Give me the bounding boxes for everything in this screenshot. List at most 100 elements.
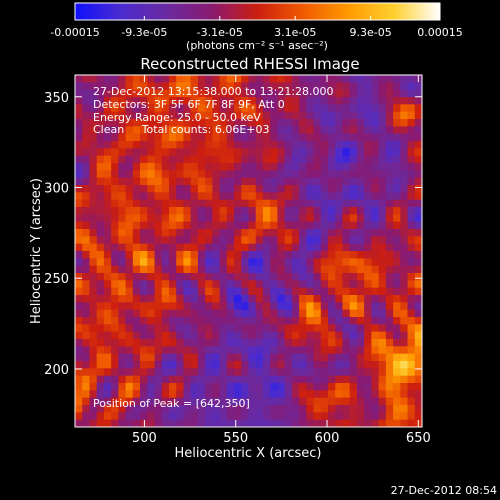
heatmap-cell [168, 170, 177, 179]
heatmap-cell [176, 317, 184, 325]
heatmap-cell [154, 111, 163, 120]
heatmap-cell [226, 155, 235, 164]
heatmap-cell [306, 295, 314, 303]
heatmap-cell [320, 133, 329, 142]
heatmap-cell [190, 177, 199, 186]
heatmap-cell [356, 405, 365, 413]
heatmap-cell [96, 126, 105, 135]
heatmap-cell [248, 148, 257, 157]
heatmap-cell [226, 251, 235, 259]
heatmap-cell [161, 331, 170, 340]
heatmap-cell [82, 214, 90, 223]
heatmap-cell [226, 331, 235, 340]
heatmap-cell [335, 163, 343, 171]
heatmap-cell [320, 221, 329, 230]
heatmap-cell [385, 324, 394, 333]
heatmap-cell [82, 126, 90, 135]
heatmap-cell [414, 405, 422, 413]
heatmap-cell [154, 353, 163, 362]
heatmap-cell [313, 155, 322, 164]
heatmap-cell [414, 207, 422, 215]
heatmap-cell [371, 199, 380, 208]
heatmap-cell [342, 236, 351, 245]
footer-timestamp: 27-Dec-2012 08:54 [391, 484, 497, 497]
heatmap-cell [385, 309, 394, 318]
heatmap-cell [299, 251, 307, 259]
heatmap-cell [205, 214, 213, 223]
heatmap-cell [306, 229, 314, 237]
heatmap-cell [400, 405, 408, 413]
heatmap-cell [313, 375, 322, 384]
heatmap-cell [378, 361, 387, 369]
heatmap-cell [168, 82, 177, 91]
heatmap-cell [125, 302, 134, 311]
heatmap-cell [407, 273, 416, 281]
heatmap-cell [313, 236, 322, 245]
heatmap-cell [226, 353, 235, 362]
heatmap-cell [407, 192, 416, 201]
heatmap-cell [190, 236, 199, 245]
heatmap-cell [277, 346, 286, 355]
heatmap-cell [328, 317, 336, 325]
heatmap-cell [342, 133, 351, 142]
heatmap-cell [176, 390, 184, 399]
heatmap-cell [161, 177, 170, 186]
heatmap-cell [154, 236, 163, 245]
heatmap-cell [328, 331, 336, 340]
heatmap-cell [241, 302, 249, 311]
heatmap-cell [270, 419, 278, 427]
heatmap-cell [103, 236, 112, 245]
heatmap-cell [219, 192, 228, 201]
heatmap-cell [407, 119, 416, 127]
heatmap-cell [140, 163, 148, 171]
heatmap-cell [89, 317, 98, 325]
heatmap-cell [393, 324, 401, 333]
heatmap-cell [342, 295, 351, 303]
heatmap-cell [414, 280, 422, 289]
heatmap-cell [183, 405, 192, 413]
heatmap-cell [234, 119, 242, 127]
heatmap-cell [183, 133, 192, 142]
heatmap-cell [291, 309, 300, 318]
heatmap-cell [226, 221, 235, 230]
heatmap-cell [190, 273, 199, 281]
heatmap-cell [320, 82, 329, 91]
heatmap-cell [161, 383, 170, 391]
heatmap-cell [371, 419, 380, 427]
heatmap-cell [270, 258, 278, 267]
heatmap-cell [320, 309, 329, 318]
heatmap-cell [255, 97, 264, 105]
heatmap-cell [393, 170, 401, 179]
heatmap-cell [356, 331, 365, 340]
heatmap-cell [400, 353, 408, 362]
heatmap-cell [385, 368, 394, 377]
heatmap-cell [197, 251, 206, 259]
heatmap-cell [385, 280, 394, 289]
heatmap-cell [284, 419, 293, 427]
heatmap-cell [111, 317, 119, 325]
heatmap-cell [328, 170, 336, 179]
heatmap-cell [342, 89, 351, 98]
heatmap-cell [407, 295, 416, 303]
heatmap-cell [364, 163, 372, 171]
heatmap-cell [277, 199, 286, 208]
heatmap-cell [132, 346, 141, 355]
heatmap-cell [183, 207, 192, 215]
heatmap-cell [262, 229, 271, 237]
heatmap-cell [349, 361, 358, 369]
heatmap-cell [140, 141, 148, 149]
heatmap-cell [356, 170, 365, 179]
heatmap-cell [125, 75, 134, 83]
heatmap-cell [284, 324, 293, 333]
heatmap-cell [234, 155, 242, 164]
heatmap-cell [313, 353, 322, 362]
heatmap-cell [356, 346, 365, 355]
heatmap-cell [161, 419, 170, 427]
heatmap-cell [140, 221, 148, 230]
heatmap-cell [306, 287, 314, 296]
heatmap-cell [248, 339, 257, 347]
heatmap-cell [371, 258, 380, 267]
heatmap-cell [328, 155, 336, 164]
heatmap-cell [154, 119, 163, 127]
heatmap-cell [356, 82, 365, 91]
